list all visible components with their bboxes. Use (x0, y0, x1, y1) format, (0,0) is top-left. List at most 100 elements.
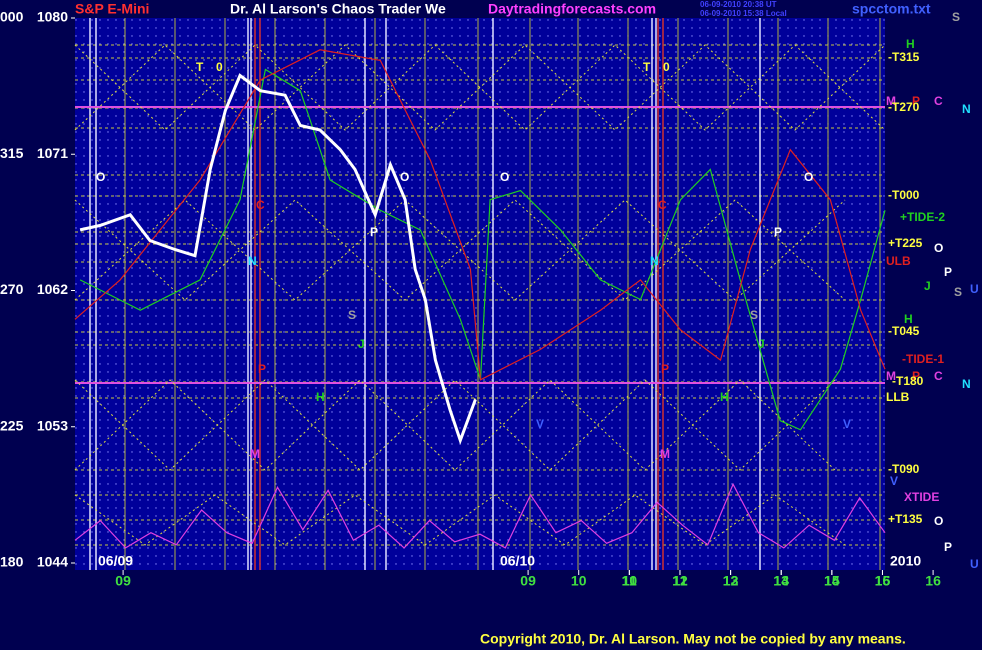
angle-label: 225 (0, 417, 24, 433)
annotation: N (962, 102, 971, 116)
annotation: M (250, 447, 260, 461)
series-label: XTIDE (904, 490, 939, 504)
annotation: P (661, 362, 669, 376)
annotation: N (962, 377, 971, 391)
annotation: +T225 (888, 236, 923, 250)
y-tick-label: 1053 (37, 417, 68, 433)
series-label: +TIDE-2 (900, 210, 945, 224)
chart-title: Dr. Al Larson's Chaos Trader We (230, 1, 446, 17)
site: Daytradingforecasts.com (488, 1, 656, 17)
x-tick-label: 16 (925, 573, 941, 589)
annotation: P (258, 362, 266, 376)
annotation: J (358, 337, 365, 351)
annotation: H (906, 37, 915, 51)
date-label: 06/09 (98, 553, 133, 569)
annotation: -T000 (888, 188, 920, 202)
annotation: O (804, 170, 813, 184)
annotation: V (890, 474, 898, 488)
annotation: U (970, 557, 979, 571)
annotation: +T135 (888, 512, 923, 526)
annotation: S (952, 10, 960, 24)
annotation: N (248, 254, 257, 268)
year: 2010 (890, 553, 921, 569)
annotation: C (658, 198, 667, 212)
stamp: 06-09-2010 20:38 UT (700, 0, 777, 9)
x-tick-label: 15 (875, 573, 891, 589)
series-label: -TIDE-1 (902, 352, 944, 366)
tide-line (74, 49, 886, 381)
annotation: T (643, 60, 651, 74)
annotation: -T045 (888, 324, 920, 338)
x-tick-label: 10 (571, 573, 587, 589)
date-label: 06/10 (500, 553, 535, 569)
annotation: T (196, 60, 204, 74)
annotation: C (934, 369, 943, 383)
x-tick-label: 14 (773, 573, 789, 589)
annotation: LLB (886, 390, 910, 404)
annotation: P (912, 369, 920, 383)
annotation: V (536, 417, 544, 431)
angle-label: 270 (0, 281, 24, 297)
annotation: -T270 (888, 100, 920, 114)
annotation: C (934, 94, 943, 108)
annotation: O (96, 170, 105, 184)
x-tick-label: 13 (723, 573, 739, 589)
x-tick-label: 09 (520, 573, 536, 589)
symbol: S&P E-Mini (75, 1, 149, 17)
annotation: H (316, 390, 325, 404)
y-tick-label: 1044 (37, 554, 68, 570)
tide-line (74, 482, 886, 549)
x-tick-label: 09 (115, 573, 131, 589)
annotation: J (758, 337, 765, 351)
annotation: O (400, 170, 409, 184)
stamp: 06-09-2010 15:38 Local (700, 9, 787, 18)
annotation: -T090 (888, 462, 920, 476)
annotation: P (944, 540, 952, 554)
price-line (79, 73, 477, 445)
annotation: O (934, 241, 943, 255)
x-tick-label: 15 (824, 573, 840, 589)
x-tick-label: 11 (673, 573, 688, 589)
angle-label: 000 (0, 9, 24, 25)
x-tick-label: 12 (723, 573, 739, 589)
annotation: -T315 (888, 50, 920, 64)
annotation: V (843, 417, 851, 431)
x-tick-label: 11 (622, 573, 637, 589)
y-tick-label: 1071 (37, 145, 68, 161)
annotation: M (886, 369, 896, 383)
annotation: M (886, 94, 896, 108)
annotation: P (944, 265, 952, 279)
annotation: ULB (886, 254, 911, 268)
annotation: S (348, 308, 356, 322)
diagonal-line (74, 199, 846, 301)
file: spcctom.txt (852, 1, 931, 17)
copyright: Copyright 2010, Dr. Al Larson. May not b… (480, 631, 906, 647)
x-tick-label: 14 (824, 573, 840, 589)
annotation: -T180 (892, 374, 924, 388)
annotation: O (934, 514, 943, 528)
x-tick-label: 16 (875, 573, 891, 589)
annotation: P (774, 225, 782, 239)
annotation: M (660, 447, 670, 461)
x-tick-label: 10 (622, 573, 638, 589)
annotation: N (650, 254, 659, 268)
annotation: J (924, 279, 931, 293)
x-tick-label: 13 (773, 573, 789, 589)
x-tick-label: 12 (672, 573, 688, 589)
annotation: P (912, 94, 920, 108)
annotation: U (970, 282, 979, 296)
annotation: S (750, 308, 758, 322)
annotation: O (500, 170, 509, 184)
y-tick-label: 1080 (37, 9, 68, 25)
annotation: H (904, 312, 913, 326)
annotation: P (370, 225, 378, 239)
annotation: H (720, 390, 729, 404)
annotation: C (256, 198, 265, 212)
annotation: 0 (216, 60, 223, 74)
annotation: S (954, 285, 962, 299)
plot-area (75, 18, 885, 570)
angle-label: 315 (0, 145, 24, 161)
annotation: 0 (663, 60, 670, 74)
angle-label: 180 (0, 554, 24, 570)
